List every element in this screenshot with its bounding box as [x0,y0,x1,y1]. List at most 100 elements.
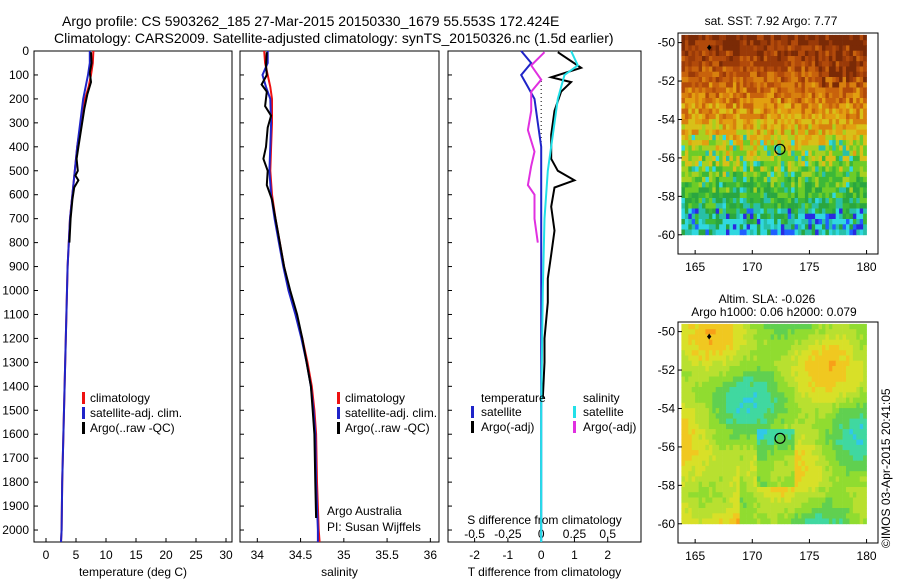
heatmap-cell [719,113,723,120]
heatmap-cell [715,444,720,451]
heatmap-cell [681,434,686,441]
heatmap-cell [839,71,843,78]
heatmap-cell [842,460,847,467]
heatmap-cell [818,481,823,488]
heatmap-cell [842,98,847,104]
heatmap-cell [808,77,813,83]
heatmap-cell [756,155,761,162]
heatmap-cell [794,492,799,498]
heatmap-cell [774,50,778,57]
heatmap-cell [702,429,706,435]
heatmap-cell [705,219,710,225]
heatmap-cell [794,129,799,136]
heatmap-cell [726,198,730,204]
heatmap-cell [715,487,720,493]
heatmap-cell [801,381,806,388]
heatmap-cell [828,171,833,178]
heatmap-cell [801,450,806,456]
heatmap-cell [753,508,758,514]
heatmap-cell [798,402,802,409]
heatmap-cell [743,140,747,146]
heatmap-cell [863,497,867,504]
heatmap-cell [846,176,850,183]
heatmap-cell [722,502,727,509]
heatmap-cell [798,387,802,393]
heatmap-cell [774,345,778,351]
heatmap-cell [705,413,710,419]
heatmap-cell [681,129,686,136]
heatmap-cell [719,345,723,351]
heatmap-cell [784,176,789,183]
heatmap-cell [722,129,727,136]
heatmap-cell [780,381,785,388]
heatmap-cell [698,402,703,409]
heatmap-cell [729,66,734,73]
heatmap-cell [732,192,737,199]
heatmap-cell [753,471,758,477]
heatmap-cell [770,129,775,136]
heatmap-cell [801,323,806,330]
heatmap-cell [808,450,813,456]
heatmap-cell [684,198,689,204]
heatmap-cell [787,497,792,504]
heatmap-cell [688,82,693,88]
heatmap-cell [756,187,761,194]
heatmap-cell [849,497,854,504]
sla-map-heatmap [681,323,867,525]
heatmap-cell [780,339,785,346]
heatmap-cell [808,508,813,514]
heatmap-cell [691,61,696,67]
heatmap-cell [719,502,723,509]
heatmap-cell [825,82,830,88]
y-tick-label: -52 [658,363,676,377]
heatmap-cell [832,429,837,435]
heatmap-cell [756,518,761,525]
heatmap-cell [702,366,706,372]
heatmap-cell [798,323,802,330]
heatmap-cell [756,224,761,230]
temperature-legend-swatch [82,407,85,419]
heatmap-cell [825,323,830,330]
heatmap-cell [756,508,761,514]
heatmap-cell [702,155,706,162]
heatmap-cell [705,366,710,372]
heatmap-cell [681,497,686,504]
heatmap-cell [818,434,823,441]
heatmap-cell [722,350,727,356]
heatmap-cell [684,219,689,225]
heatmap-cell [719,397,723,404]
heatmap-cell [756,34,761,41]
heatmap-cell [798,208,802,215]
heatmap-cell [774,71,778,78]
heatmap-cell [708,140,713,146]
heatmap-cell [756,213,761,220]
heatmap-cell [777,444,782,451]
heatmap-cell [801,371,806,377]
heatmap-cell [763,350,768,356]
heatmap-cell [811,50,816,57]
heatmap-cell [688,140,693,146]
heatmap-cell [712,334,717,341]
heatmap-cell [756,208,761,215]
heatmap-cell [798,176,802,183]
heatmap-cell [784,129,789,136]
heatmap-cell [760,140,765,146]
heatmap-cell [729,329,734,335]
x-tick-label: 36 [424,548,438,562]
heatmap-cell [750,450,754,456]
heatmap-cell [808,66,813,73]
heatmap-cell [780,465,785,472]
heatmap-cell [750,103,754,109]
heatmap-cell [729,198,734,204]
heatmap-cell [859,413,864,419]
temperature-legend-swatch [471,406,474,418]
heatmap-cell [681,423,686,430]
heatmap-cell [863,381,867,388]
heatmap-cell [863,224,867,230]
heatmap-cell [712,423,717,430]
heatmap-cell [695,455,699,462]
heatmap-cell [798,145,802,152]
heatmap-cell [832,119,837,125]
heatmap-cell [852,213,857,220]
heatmap-cell [698,334,703,341]
